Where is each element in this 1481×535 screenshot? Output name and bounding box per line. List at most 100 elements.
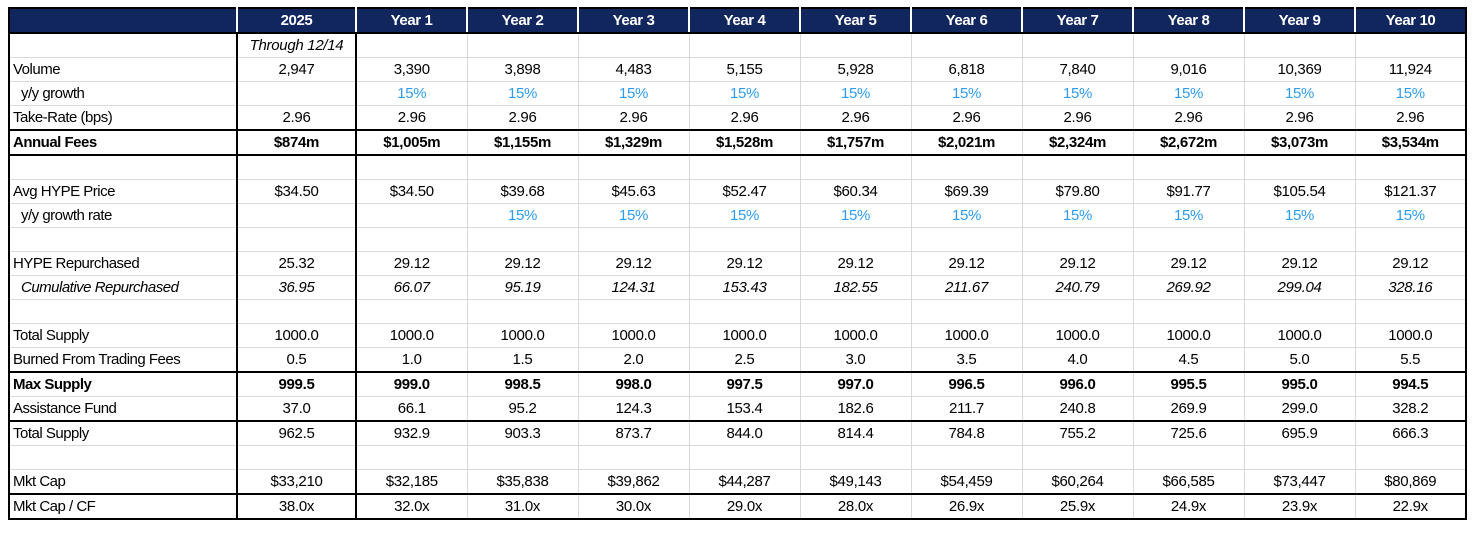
- row-label: Cumulative Repurchased: [9, 275, 238, 300]
- table-cell: 25.32: [237, 251, 357, 276]
- table-cell: $49,143: [800, 469, 912, 495]
- table-cell: $73,447: [1244, 469, 1356, 495]
- table-cell: 29.0x: [689, 494, 801, 520]
- table-cell: 4,483: [578, 57, 690, 82]
- table-cell: 38.0x: [237, 494, 357, 520]
- table-cell: 2.5: [689, 347, 801, 373]
- spacer-row: [9, 299, 1466, 324]
- table-cell: 211.7: [911, 396, 1023, 422]
- table-cell: [1133, 155, 1245, 180]
- table-cell: 1000.0: [689, 323, 801, 348]
- table-cell: $34.50: [356, 179, 468, 204]
- table-cell: 15%: [689, 81, 801, 106]
- table-cell: 182.6: [800, 396, 912, 422]
- table-cell: 15%: [800, 81, 912, 106]
- table-cell: $2,672m: [1133, 129, 1245, 156]
- column-header: Year 3: [578, 8, 690, 34]
- table-cell: 932.9: [356, 421, 468, 446]
- table-cell: $1,757m: [800, 129, 912, 156]
- table-cell: 999.5: [237, 371, 357, 397]
- table-cell: 240.8: [1022, 396, 1134, 422]
- table-cell: 998.5: [467, 371, 579, 397]
- table-cell: $33,210: [237, 469, 357, 495]
- table-cell: [911, 227, 1023, 252]
- table-cell: [578, 299, 690, 324]
- table-cell: 2.96: [800, 105, 912, 131]
- table-cell: 1000.0: [1355, 323, 1466, 348]
- table-cell: 29.12: [1022, 251, 1134, 276]
- table-cell: 30.0x: [578, 494, 690, 520]
- table-cell: [578, 155, 690, 180]
- table-cell: [1355, 33, 1466, 58]
- table-cell: 95.2: [467, 396, 579, 422]
- table-cell: 15%: [800, 203, 912, 228]
- table-cell: 784.8: [911, 421, 1023, 446]
- table-cell: 15%: [1022, 81, 1134, 106]
- table-cell: [237, 445, 357, 470]
- table-cell: 1000.0: [1244, 323, 1356, 348]
- table-cell: [911, 155, 1023, 180]
- table-row-assistance-fund: Assistance Fund 37.0 66.1 95.2 124.3 153.4 182…: [9, 396, 1466, 422]
- table-cell: 299.0: [1244, 396, 1356, 422]
- table-cell: 2.96: [356, 105, 468, 131]
- table-cell: 1000.0: [1022, 323, 1134, 348]
- table-cell: 5,928: [800, 57, 912, 82]
- table-cell: 1000.0: [911, 323, 1023, 348]
- table-row-net-total-supply: Total Supply 962.5 932.9 903.3 873.7 844.0 814…: [9, 421, 1466, 446]
- row-label: y/y growth: [9, 81, 238, 106]
- table-cell: 3.5: [911, 347, 1023, 373]
- table-cell: [467, 227, 579, 252]
- row-label: [9, 445, 238, 470]
- table-cell: 2.96: [1022, 105, 1134, 131]
- table-cell: [1133, 33, 1245, 58]
- table-cell: [1355, 227, 1466, 252]
- table-cell: 2.96: [1133, 105, 1245, 131]
- table-cell: 2.96: [1355, 105, 1466, 131]
- row-label: [9, 155, 238, 180]
- table-cell: 124.3: [578, 396, 690, 422]
- spacer-row: [9, 227, 1466, 252]
- table-cell: $1,329m: [578, 129, 690, 156]
- table-cell: 9,016: [1133, 57, 1245, 82]
- table-cell: [800, 33, 912, 58]
- table-cell: [578, 445, 690, 470]
- table-cell: [356, 445, 468, 470]
- table-cell: 15%: [1355, 81, 1466, 106]
- table-cell: [689, 33, 801, 58]
- table-cell: [356, 203, 468, 228]
- table-cell: 10,369: [1244, 57, 1356, 82]
- table-cell: $2,021m: [911, 129, 1023, 156]
- table-cell: [467, 299, 579, 324]
- table-cell: 66.1: [356, 396, 468, 422]
- table-cell: 5.5: [1355, 347, 1466, 373]
- table-cell: 1.5: [467, 347, 579, 373]
- table-cell: 15%: [1133, 81, 1245, 106]
- table-cell: 11,924: [1355, 57, 1466, 82]
- financial-model-table: 2025 Year 1 Year 2 Year 3 Year 4 Year 5 Year 6…: [8, 7, 1467, 520]
- table-cell: [356, 227, 468, 252]
- table-cell: 998.0: [578, 371, 690, 397]
- table-cell: 29.12: [911, 251, 1023, 276]
- corner-cell: [9, 8, 238, 34]
- table-cell: 755.2: [1022, 421, 1134, 446]
- table-cell: 7,840: [1022, 57, 1134, 82]
- table-cell: 95.19: [467, 275, 579, 300]
- table-cell: [1133, 445, 1245, 470]
- table-cell: [1244, 227, 1356, 252]
- table-cell: $66,585: [1133, 469, 1245, 495]
- row-label: Volume: [9, 57, 238, 82]
- table-cell: $3,534m: [1355, 129, 1466, 156]
- table-cell: 24.9x: [1133, 494, 1245, 520]
- table-cell: $32,185: [356, 469, 468, 495]
- table-cell: 962.5: [237, 421, 357, 446]
- table-cell: 2.0: [578, 347, 690, 373]
- table-cell: $39.68: [467, 179, 579, 204]
- table-cell: [237, 81, 357, 106]
- table-cell: 269.9: [1133, 396, 1245, 422]
- table-cell: 2.96: [689, 105, 801, 131]
- table-cell: [467, 445, 579, 470]
- row-label: Total Supply: [9, 421, 238, 446]
- table-cell: 31.0x: [467, 494, 579, 520]
- table-cell: [1355, 299, 1466, 324]
- table-cell: $35,838: [467, 469, 579, 495]
